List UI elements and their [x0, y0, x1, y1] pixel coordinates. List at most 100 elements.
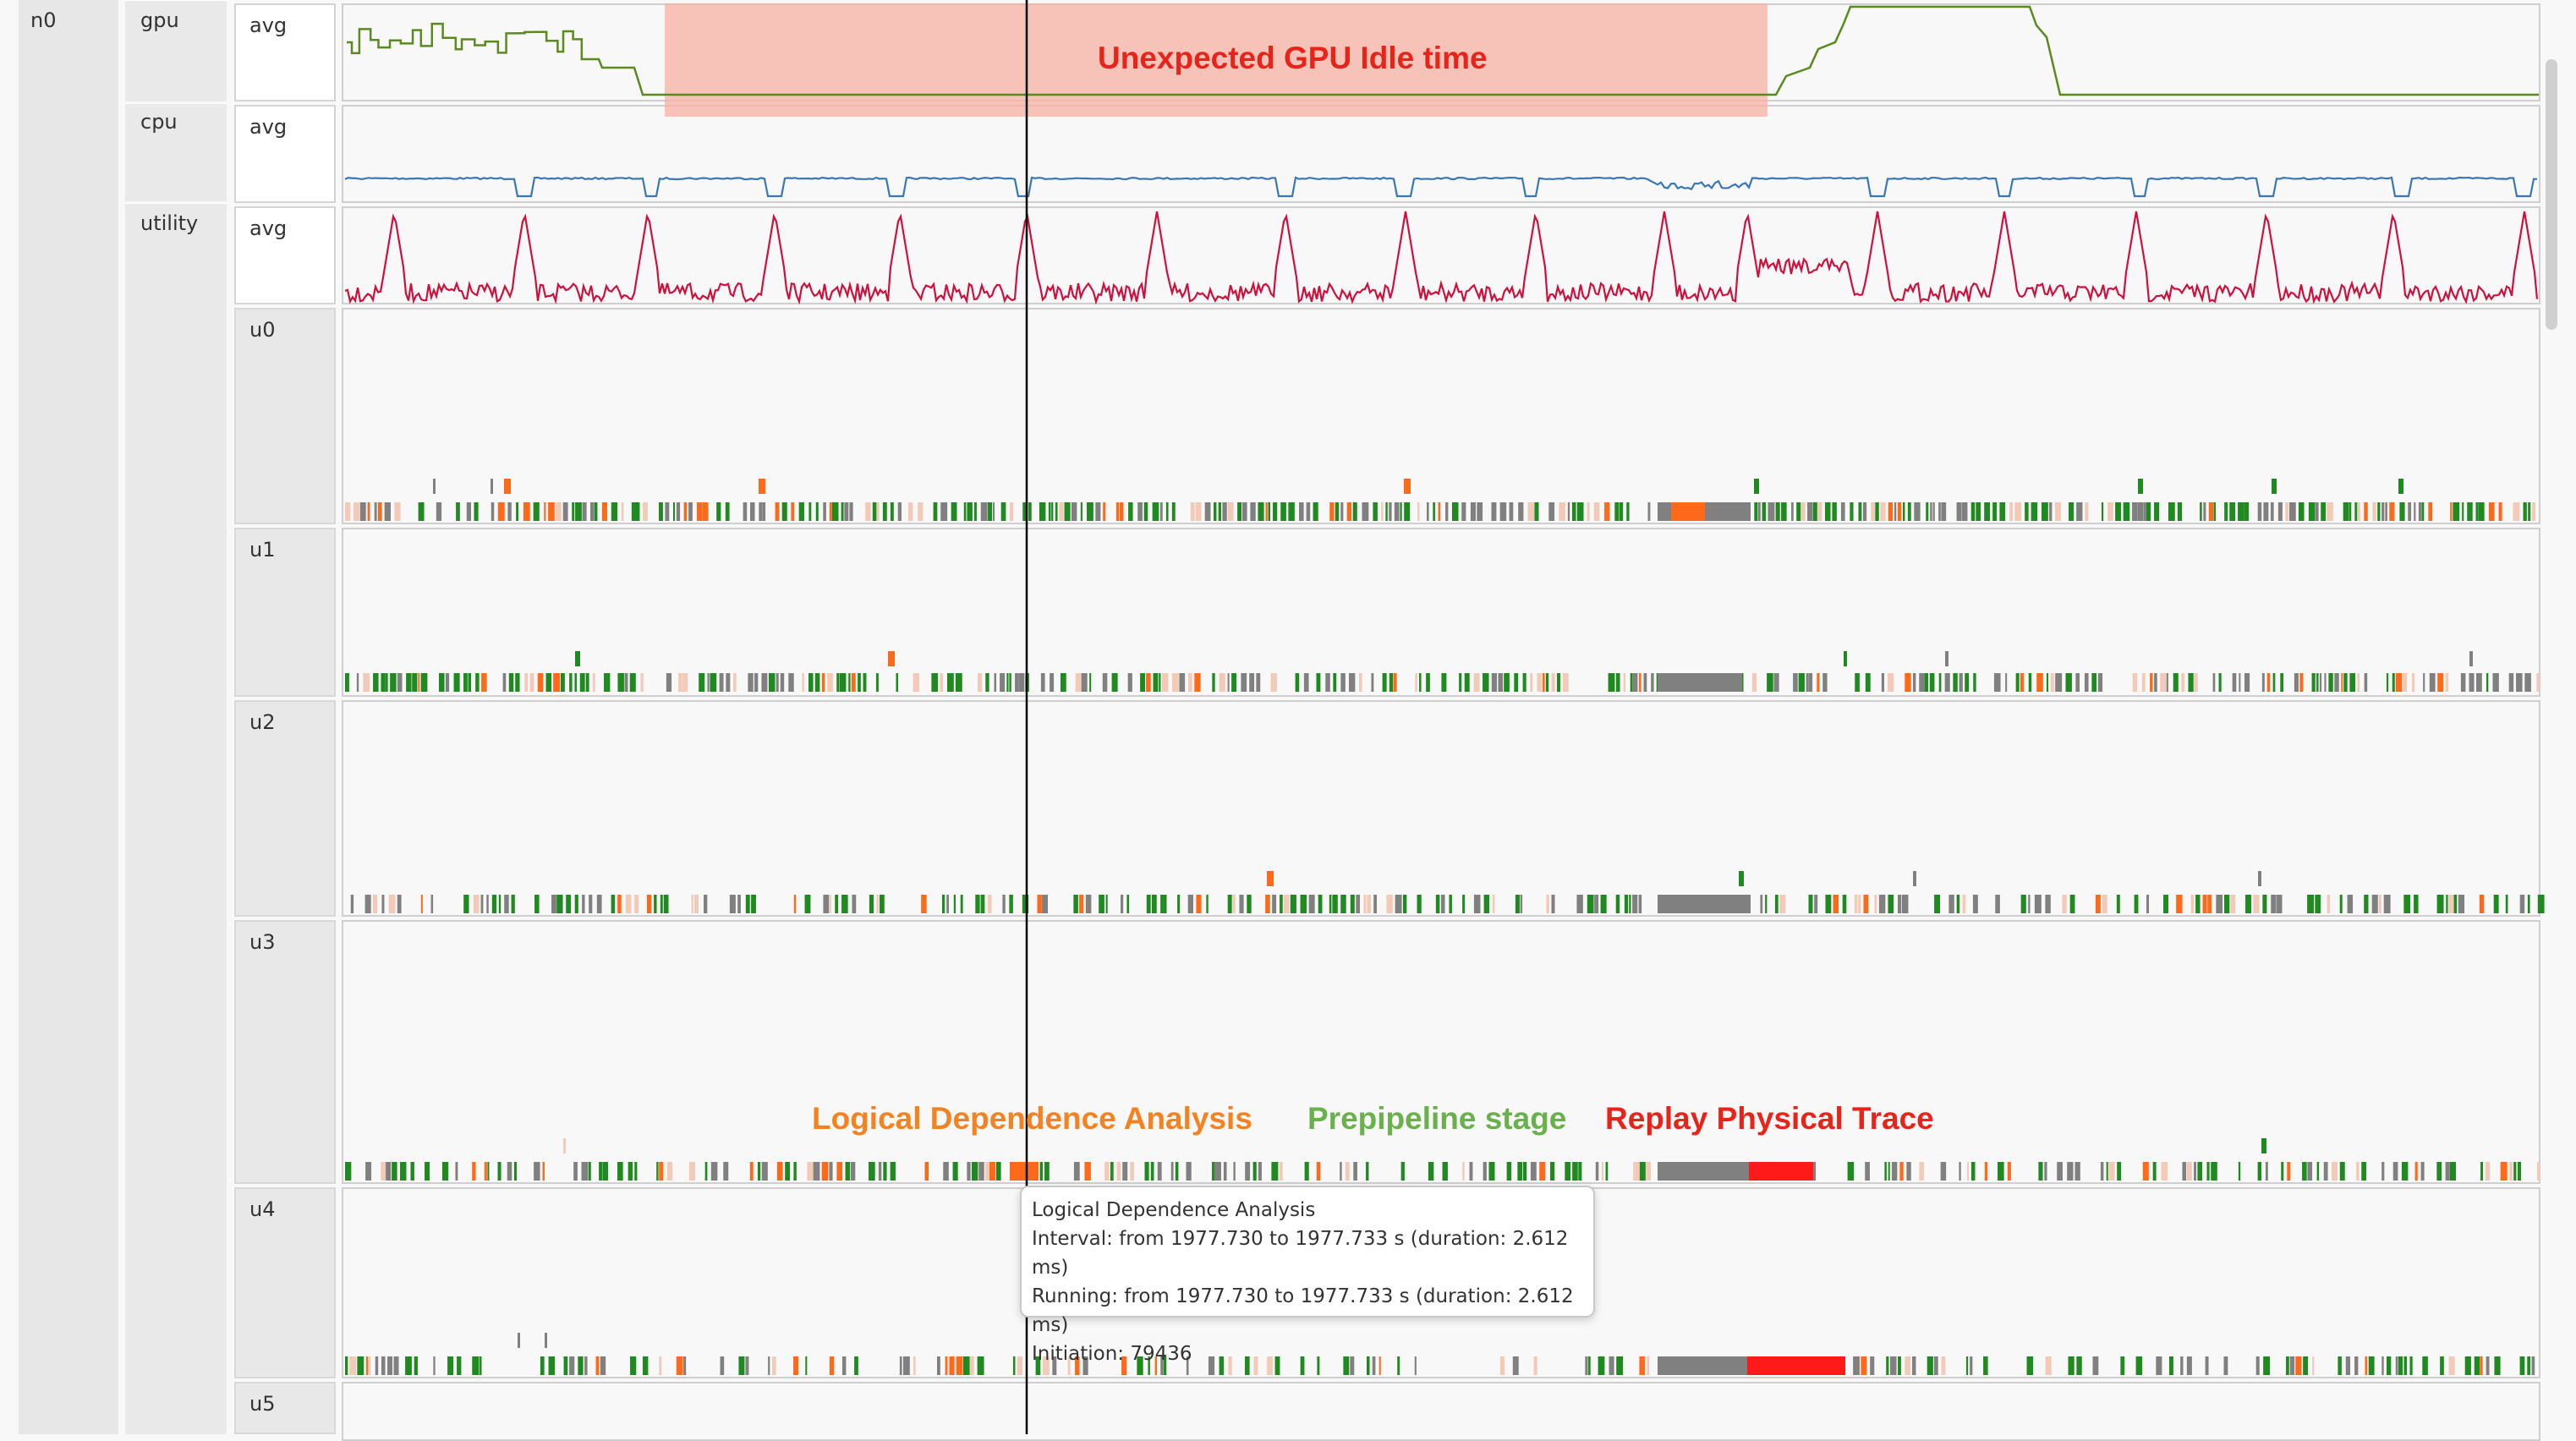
task-block[interactable]: [2517, 1162, 2522, 1181]
task-block[interactable]: [2020, 673, 2025, 692]
task-block[interactable]: [945, 1356, 948, 1375]
task-block[interactable]: [2046, 673, 2049, 692]
task-block[interactable]: [980, 895, 985, 913]
task-block[interactable]: [980, 502, 988, 521]
task-block[interactable]: [2150, 673, 2153, 692]
task-block[interactable]: [1941, 1356, 1946, 1375]
task-block[interactable]: [849, 502, 853, 521]
task-block[interactable]: [951, 502, 957, 521]
task-block[interactable]: [345, 673, 349, 692]
task-block[interactable]: [400, 1162, 407, 1181]
task-block[interactable]: [1159, 673, 1161, 692]
task-block[interactable]: [1228, 1356, 1232, 1375]
task-block[interactable]: [1102, 673, 1108, 692]
task-block[interactable]: [1195, 502, 1202, 521]
task-block[interactable]: [1187, 673, 1192, 692]
task-block[interactable]: [1208, 1356, 1215, 1375]
task-block[interactable]: [869, 895, 874, 913]
u2-timeline[interactable]: [342, 700, 2540, 917]
task-block[interactable]: [1350, 1356, 1355, 1375]
task-block[interactable]: [1824, 502, 1831, 521]
task-block[interactable]: [1163, 1356, 1167, 1375]
task-block[interactable]: [524, 673, 529, 692]
task-block[interactable]: [992, 502, 995, 521]
task-block[interactable]: [582, 895, 585, 913]
task-block[interactable]: [430, 895, 434, 913]
task-block[interactable]: [1587, 502, 1590, 521]
task-block[interactable]: [2186, 1356, 2192, 1375]
task-block[interactable]: [953, 895, 956, 913]
task-block[interactable]: [1082, 1356, 1088, 1375]
task-block[interactable]: [1551, 895, 1555, 913]
task-block[interactable]: [515, 673, 520, 692]
task-block[interactable]: [1491, 673, 1497, 692]
task-block[interactable]: [1483, 895, 1490, 913]
task-block[interactable]: [1418, 673, 1422, 692]
task-block[interactable]: [2224, 895, 2230, 913]
task-block[interactable]: [2062, 895, 2067, 913]
task-block[interactable]: [1451, 502, 1459, 521]
task-block[interactable]: [1965, 1356, 1969, 1375]
task-block[interactable]: [1983, 1356, 1988, 1375]
task-block[interactable]: [1159, 502, 1163, 521]
task-block[interactable]: [491, 895, 497, 913]
task-block[interactable]: [2230, 895, 2236, 913]
task-block[interactable]: [1632, 673, 1638, 692]
task-block[interactable]: [574, 895, 578, 913]
task-block[interactable]: [2436, 1162, 2442, 1181]
task-block[interactable]: [542, 1162, 545, 1181]
task-block[interactable]: [466, 502, 472, 521]
task-block[interactable]: [1658, 895, 1751, 913]
task-block[interactable]: [1913, 871, 1916, 886]
task-block[interactable]: [420, 895, 423, 913]
task-block[interactable]: [2516, 673, 2523, 692]
task-block[interactable]: [2383, 895, 2391, 913]
task-block[interactable]: [946, 895, 950, 913]
task-block[interactable]: [875, 673, 879, 692]
task-block[interactable]: [1316, 673, 1321, 692]
task-block[interactable]: [1350, 895, 1355, 913]
task-block[interactable]: [582, 502, 587, 521]
replay-physical-trace-block[interactable]: [1747, 1356, 1845, 1375]
task-block[interactable]: [1567, 502, 1570, 521]
task-block[interactable]: [491, 502, 495, 521]
task-block[interactable]: [793, 1162, 797, 1181]
task-block[interactable]: [1632, 895, 1638, 913]
task-block[interactable]: [377, 502, 382, 521]
task-block[interactable]: [372, 895, 378, 913]
task-block[interactable]: [1464, 673, 1470, 692]
task-block[interactable]: [678, 673, 682, 692]
task-block[interactable]: [2069, 502, 2075, 521]
task-block[interactable]: [823, 895, 830, 913]
task-block[interactable]: [1039, 1162, 1044, 1181]
task-block[interactable]: [2154, 673, 2157, 692]
task-block[interactable]: [748, 673, 754, 692]
task-block[interactable]: [556, 895, 563, 913]
task-block[interactable]: [2244, 673, 2250, 692]
task-block[interactable]: [1488, 1162, 1495, 1181]
task-block[interactable]: [780, 673, 785, 692]
task-block[interactable]: [1905, 1356, 1911, 1375]
task-block[interactable]: [563, 1356, 568, 1375]
task-block[interactable]: [1651, 673, 1654, 692]
task-block[interactable]: [1572, 1162, 1578, 1181]
task-block[interactable]: [2285, 502, 2288, 521]
task-block[interactable]: [518, 1333, 520, 1348]
task-block[interactable]: [841, 1356, 847, 1375]
task-block[interactable]: [1929, 673, 1935, 692]
task-block[interactable]: [392, 1162, 397, 1181]
task-block[interactable]: [1002, 895, 1006, 913]
task-block[interactable]: [1048, 502, 1051, 521]
task-block[interactable]: [749, 502, 755, 521]
task-block[interactable]: [1050, 673, 1055, 692]
task-block[interactable]: [2395, 1356, 2398, 1375]
task-block[interactable]: [1241, 502, 1247, 521]
task-block[interactable]: [1863, 895, 1869, 913]
task-block[interactable]: [617, 673, 624, 692]
task-block[interactable]: [1865, 673, 1871, 692]
task-block[interactable]: [710, 673, 717, 692]
task-block[interactable]: [1739, 871, 1744, 886]
task-block[interactable]: [940, 502, 948, 521]
task-block[interactable]: [1212, 1162, 1214, 1181]
task-block[interactable]: [2467, 502, 2473, 521]
